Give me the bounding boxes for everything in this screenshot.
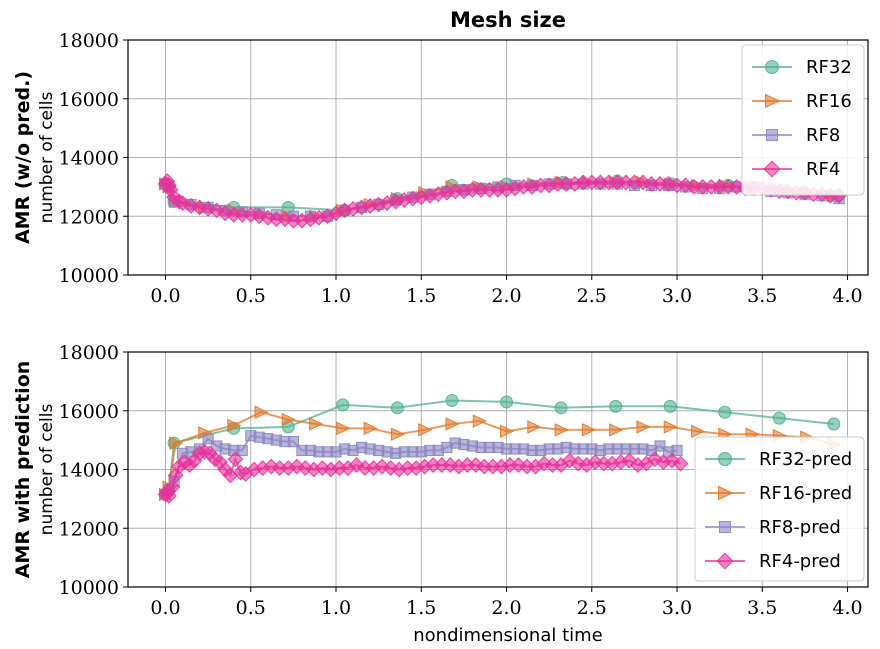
data-point [208,202,225,219]
x-tick-label: 0.5 [236,285,266,307]
y-tick-label: 18000 [59,30,119,52]
legend-marker [765,128,779,142]
y-tick-label: 16000 [59,401,119,423]
data-point [418,423,433,437]
data-point [202,433,214,445]
data-point [671,444,683,457]
y-tick-label: 12000 [59,518,119,540]
data-point [672,455,689,472]
data-point [654,440,666,452]
y-axis-label: AMR with prediction [12,361,34,579]
legend: RF32-pred RF16-pred RF8-pred RF4-pred [694,436,865,582]
legend-label: RF16 [806,91,852,112]
x-tick-label: 2.5 [577,285,607,307]
x-tick-label: 2.0 [491,285,521,307]
x-tick-label: 3.5 [747,597,777,619]
legend-marker [765,60,779,74]
x-tick-label: 4.0 [832,285,862,307]
data-point [164,479,181,496]
x-tick-label: 2.0 [491,597,521,619]
x-tick-label: 0.0 [150,597,180,619]
data-point [646,451,663,468]
legend-label: RF32-pred [759,449,852,470]
data-point [500,424,515,439]
data-point [500,395,514,409]
y-tick-label: 14000 [59,148,119,170]
legend-label: RF16-pred [759,483,852,504]
x-tick-label: 1.0 [321,285,351,307]
legend-box [694,436,865,582]
data-point [827,417,841,431]
data-point [227,451,244,468]
data-point [527,420,542,434]
data-point [581,423,597,437]
x-tick-label: 0.5 [236,597,266,619]
y-axis-label: AMR (w/o pred.) [12,71,34,244]
series-RF4 [157,173,847,229]
y-tick-label: 12000 [59,206,119,228]
data-point [287,435,299,448]
legend-marker [718,485,734,501]
data-point [690,424,706,439]
data-point [609,423,624,437]
data-point [254,405,269,420]
legend-label: RF4 [806,159,840,180]
y-axis-sublabel: number of cells [37,92,57,224]
data-point [309,417,324,431]
y-tick-label: 14000 [59,460,119,482]
data-point [663,399,677,413]
series-RF4-pred [157,443,689,504]
x-tick-label: 2.5 [577,597,607,619]
data-point [281,412,297,427]
data-point [445,393,459,407]
x-tick-label: 3.5 [747,285,777,307]
x-tick-label: 4.0 [832,597,862,619]
data-point [390,427,406,442]
x-tick-label: 0.0 [150,285,180,307]
top-panel: 0.0 0.5 1.0 1.5 2.0 2.5 3.0 3.5 4.0 10000 12000 140… [12,30,869,307]
y-tick-label: 16000 [59,89,119,111]
data-point [236,444,248,457]
x-tick-label: 3.0 [662,285,692,307]
y-tick-label: 10000 [59,577,119,599]
data-point [169,436,184,450]
data-point [609,399,623,413]
legend-label: RF32 [806,57,852,78]
legend-label: RF8-pred [759,517,841,538]
legend-label: RF4-pred [759,551,841,572]
x-tick-label: 1.5 [406,597,436,619]
data-point [663,420,678,434]
legend-marker [716,552,734,570]
data-point [554,423,569,437]
legend-label: RF8 [806,125,840,146]
data-point [445,417,460,431]
legend-marker [763,160,781,178]
data-point [636,420,651,434]
x-tick-label: 1.0 [321,597,351,619]
legend-marker [718,520,732,534]
legend-marker [765,93,781,109]
chart-title: Mesh size [450,8,566,32]
data-point [336,421,351,436]
data-point [554,401,568,415]
legend-marker [718,452,732,466]
data-point [390,401,404,415]
data-point [227,418,242,433]
y-tick-label: 10000 [59,265,119,287]
data-point [718,405,732,419]
bottom-panel: 0.0 0.5 1.0 1.5 2.0 2.5 3.0 3.5 4.0 10000 12000 140… [12,342,869,619]
data-point [772,411,786,425]
legend: RF32 RF16 RF8 RF4 [741,44,865,196]
data-point [472,414,488,428]
y-tick-label: 18000 [59,342,119,364]
legend-box [741,44,865,196]
x-tick-label: 1.5 [406,285,436,307]
data-point [336,398,350,412]
data-point [363,421,378,436]
y-axis-sublabel: number of cells [37,404,57,536]
data-point [664,452,680,469]
x-axis-label: nondimensional time [413,625,603,646]
x-tick-label: 3.0 [662,597,692,619]
